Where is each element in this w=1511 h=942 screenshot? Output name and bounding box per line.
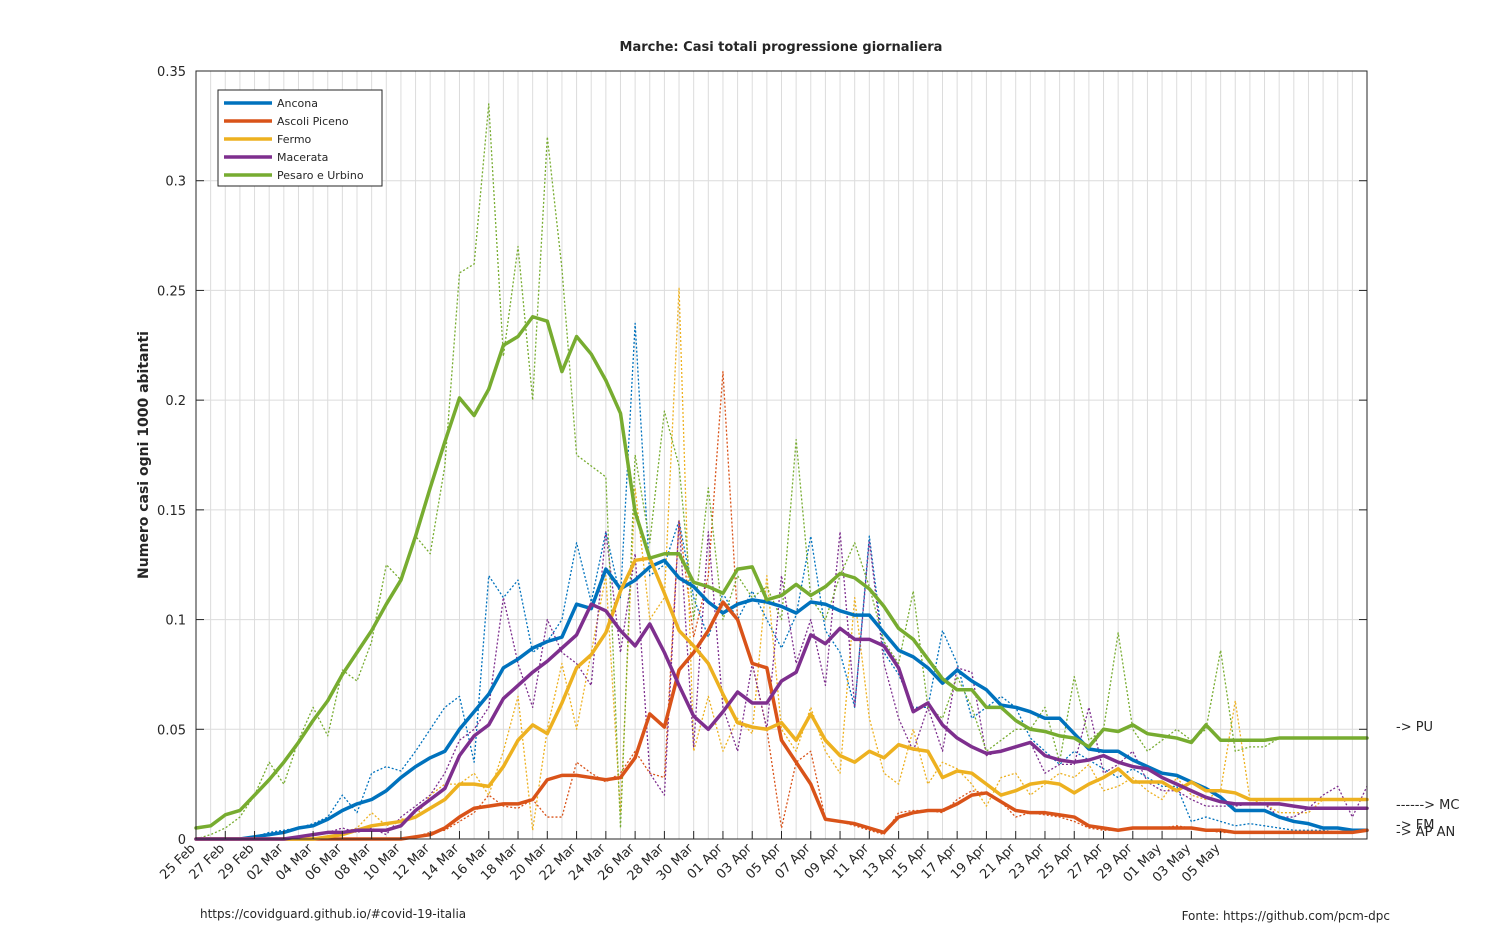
footer-source-right: Fonte: https://github.com/pcm-dpc: [1182, 909, 1390, 923]
legend-label: Ascoli Piceno: [277, 115, 349, 128]
end-label-mc: ------> MC: [1396, 798, 1459, 813]
y-axis-label: Numero casi ogni 1000 abitanti: [136, 331, 152, 579]
end-label-fm: -> FM: [1396, 818, 1434, 833]
series-smoothed-fermo: [194, 556, 1369, 841]
y-tick-label: 0.15: [157, 504, 186, 519]
y-tick-label: 0.1: [165, 614, 186, 629]
end-label-ap-an: -> AP AN: [1396, 825, 1455, 840]
y-tick-label: 0.05: [157, 723, 186, 738]
legend-label: Macerata: [277, 151, 328, 164]
series-raw-pesaro-e-urbino: [195, 103, 1367, 840]
y-tick-label: 0.35: [157, 65, 186, 80]
legend-label: Fermo: [277, 133, 312, 146]
footer-source-left: https://covidguard.github.io/#covid-19-i…: [200, 907, 466, 921]
end-label-pu: -> PU: [1396, 720, 1433, 735]
series-smoothed-macerata: [194, 602, 1369, 841]
y-axis: 0 0.05 0.1 0.15 0.2 0.25 0.3 0.35: [157, 65, 1367, 848]
chart-title: Marche: Casi totali progressione giornal…: [620, 40, 943, 55]
legend: Ancona Ascoli Piceno Fermo Macerata Pesaro e…: [217, 89, 383, 187]
y-tick-label: 0: [178, 833, 186, 848]
end-labels: -> PU ------> MC -> FM -> AP AN: [1396, 720, 1459, 840]
legend-label: Pesaro e Urbino: [277, 169, 364, 182]
series-smoothed-ancona: [194, 558, 1369, 841]
y-tick-label: 0.3: [165, 175, 186, 190]
y-tick-label: 0.25: [157, 284, 186, 299]
y-tick-label: 0.2: [165, 394, 186, 409]
legend-label: Ancona: [277, 97, 318, 110]
series-smoothed-pesaro-e-urbino: [194, 315, 1369, 830]
